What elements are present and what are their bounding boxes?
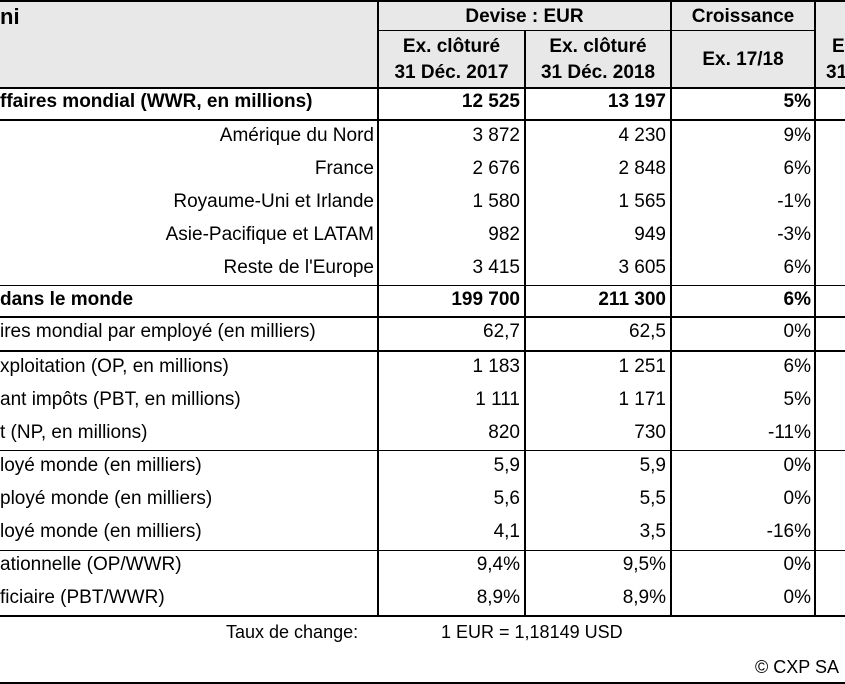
growth-value: -16%	[766, 522, 811, 542]
growth-value: 9%	[783, 126, 811, 146]
value-2017: 4,1	[493, 522, 520, 542]
value-2018: 730	[634, 423, 666, 443]
value-2017: 5,9	[493, 456, 520, 476]
value-2018: 5,5	[639, 489, 666, 509]
row-label: t (NP, en millions)	[0, 423, 148, 443]
value-2018: 211 300	[598, 290, 666, 310]
growth-value: 0%	[783, 322, 811, 342]
grid-region-bottom	[0, 285, 845, 286]
value-2017: 9,4%	[476, 555, 520, 575]
fx-value: 1 EUR = 1,18149 USD	[441, 623, 623, 642]
header-col2017-line1: Ex. clôturé	[378, 37, 525, 59]
row-label: Reste de l'Europe	[223, 258, 374, 278]
grid-per-employee-bottom	[0, 350, 845, 352]
row-label: Royaume-Uni et Irlande	[173, 192, 374, 212]
growth-value: 6%	[783, 159, 811, 179]
value-2018: 9,5%	[622, 555, 666, 575]
grid-top	[0, 0, 845, 2]
growth-value: 6%	[783, 290, 811, 310]
grid-vline-2	[524, 30, 526, 617]
growth-value: 5%	[783, 390, 811, 410]
header-growth-col: Ex. 17/18	[671, 50, 815, 72]
grid-footer-bottom	[0, 682, 845, 684]
value-2017: 2 676	[472, 159, 520, 179]
row-label: dans le monde	[0, 290, 134, 310]
value-2018: 8,9%	[622, 588, 666, 608]
value-2018: 5,9	[639, 456, 666, 476]
row-label: xploitation (OP, en millions)	[0, 357, 229, 377]
value-2018: 13 197	[607, 92, 666, 112]
value-2017: 5,6	[493, 489, 520, 509]
grid-table-bottom	[0, 615, 845, 617]
row-label: ant impôts (PBT, en millions)	[0, 390, 241, 410]
header-bg-left	[0, 0, 378, 88]
growth-value: -1%	[777, 192, 811, 212]
header-col2018-line1: Ex. clôturé	[525, 37, 671, 59]
growth-value: 0%	[783, 489, 811, 509]
value-2018: 1 565	[618, 192, 666, 212]
header-croissance: Croissance	[671, 7, 815, 29]
row-label: ffaires mondial (WWR, en millions)	[0, 92, 313, 112]
value-2017: 982	[488, 225, 520, 245]
header-col2017-line2: 31 Déc. 2017	[378, 63, 525, 85]
row-label: France	[314, 159, 374, 179]
value-2018: 4 230	[618, 126, 666, 146]
value-2017: 820	[488, 423, 520, 443]
header-cut-col-line1: E	[832, 37, 845, 59]
value-2017: 3 415	[472, 258, 520, 278]
growth-value: 0%	[783, 588, 811, 608]
growth-value: 6%	[783, 258, 811, 278]
header-cut-col-line2: 31	[826, 63, 845, 85]
grid-vline-1	[377, 0, 379, 617]
grid-vline-4	[814, 0, 816, 617]
value-2017: 62,7	[483, 322, 520, 342]
value-2017: 3 872	[472, 126, 520, 146]
row-label: Amérique du Nord	[219, 126, 374, 146]
value-2018: 3 605	[618, 258, 666, 278]
row-label: loyé monde (en milliers)	[0, 456, 202, 476]
grid-header-bottom	[0, 87, 845, 89]
grid-employee-ratios-bottom	[0, 550, 845, 551]
growth-value: 5%	[783, 92, 811, 112]
value-2017: 1 183	[472, 357, 520, 377]
value-2018: 3,5	[639, 522, 666, 542]
grid-row-wwr-bottom	[0, 119, 845, 121]
row-label: ires mondial par employé (en milliers)	[0, 322, 316, 342]
copyright: © CXP SA	[755, 658, 839, 677]
growth-value: 0%	[783, 555, 811, 575]
value-2017: 8,9%	[476, 588, 520, 608]
value-2018: 2 848	[618, 159, 666, 179]
value-2018: 1 171	[618, 390, 666, 410]
header-devise: Devise : EUR	[378, 7, 671, 29]
header-title-cut: ni	[0, 6, 60, 30]
growth-value: 0%	[783, 456, 811, 476]
value-2017: 199 700	[451, 290, 520, 310]
fx-label: Taux de change:	[226, 623, 359, 642]
value-2017: 1 580	[472, 192, 520, 212]
header-col2018-line2: 31 Déc. 2018	[525, 63, 671, 85]
growth-value: -11%	[768, 423, 811, 443]
growth-value: -3%	[777, 225, 811, 245]
row-label: ployé monde (en milliers)	[0, 489, 213, 509]
row-label: Asie-Pacifique et LATAM	[165, 225, 374, 245]
value-2018: 1 251	[618, 357, 666, 377]
growth-value: 6%	[783, 357, 811, 377]
value-2017: 12 525	[461, 92, 520, 112]
row-label: ationnelle (OP/WWR)	[0, 555, 182, 575]
grid-profit-bottom	[0, 450, 845, 451]
row-label: ficiaire (PBT/WWR)	[0, 588, 165, 608]
value-2017: 1 111	[475, 390, 520, 410]
grid-employees-bottom	[0, 316, 845, 318]
grid-header-split	[378, 30, 815, 31]
grid-vline-3	[670, 0, 672, 617]
value-2018: 62,5	[629, 322, 666, 342]
value-2018: 949	[634, 225, 666, 245]
row-label: loyé monde (en milliers)	[0, 522, 202, 542]
